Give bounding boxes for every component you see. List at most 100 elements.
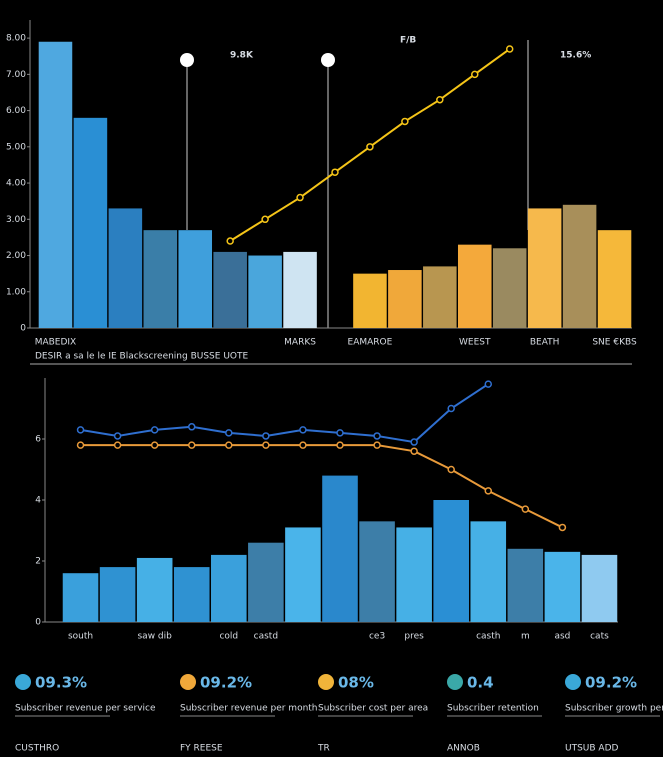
kpi-label: Subscriber revenue per service [15, 704, 156, 714]
line-marker [261, 215, 269, 224]
bar [597, 230, 632, 328]
bar [396, 527, 432, 622]
x-tick-label: MABEDIX [35, 338, 77, 348]
x-tick-label: cats [590, 632, 609, 642]
line-marker [558, 523, 567, 532]
kpi-label: Subscriber revenue per month [180, 704, 318, 714]
bar [283, 251, 317, 328]
kpi-value: 0.4 [467, 674, 494, 692]
bar [507, 548, 544, 622]
line-marker [447, 404, 455, 413]
x-tick-label: WEEST [459, 338, 491, 348]
kpi-dot [180, 674, 196, 690]
y-tick-label: 7.00 [6, 70, 26, 80]
kpi-dot [447, 674, 463, 690]
bar [492, 248, 527, 328]
kpi-sub: CUSTHRO [15, 744, 59, 754]
line [80, 444, 563, 529]
line [80, 383, 489, 444]
bar [248, 255, 282, 328]
y-tick-label: 5.00 [6, 142, 26, 152]
line-marker [113, 441, 122, 449]
x-tick-label: casth [476, 632, 500, 642]
line-marker [410, 438, 418, 446]
bar [433, 500, 469, 622]
kpi-value: 08% [338, 674, 374, 692]
line-marker [113, 432, 122, 440]
kpi-sub: ANNOB [447, 744, 480, 754]
bar [178, 230, 213, 328]
line-marker [336, 429, 344, 437]
bar [457, 244, 492, 328]
kpi-dot [318, 674, 334, 690]
y-tick-label: 4.00 [6, 179, 26, 189]
kpi-label: Subscriber retention [447, 704, 539, 714]
kpi-dot [15, 674, 31, 690]
line-marker [410, 447, 418, 455]
line-marker [401, 117, 409, 126]
y-tick-label: 2 [35, 557, 41, 567]
bar [108, 208, 143, 328]
kpi-sub: TR [317, 744, 330, 754]
line-marker [447, 465, 455, 474]
line-marker [484, 380, 493, 388]
line-marker [373, 441, 381, 449]
x-tick-label: EAMAROE [348, 338, 393, 348]
bar [136, 557, 173, 622]
line-marker [521, 505, 530, 513]
y-tick-label: 1.00 [6, 287, 26, 297]
line-marker [471, 70, 479, 79]
bar [173, 567, 210, 622]
bar [213, 251, 247, 328]
line-marker [225, 429, 233, 437]
x-tick-label: south [68, 632, 93, 642]
x-tick-label: MARKS [284, 338, 316, 348]
bar [322, 475, 358, 622]
line-marker [484, 487, 493, 495]
y-tick-label: 0 [20, 324, 26, 334]
bar [285, 527, 321, 622]
bar [359, 521, 395, 622]
bar [99, 567, 136, 622]
bar [581, 554, 618, 622]
line-marker [296, 193, 304, 202]
bar [211, 554, 247, 622]
line-marker [226, 237, 234, 245]
line-marker [150, 426, 159, 434]
bar [62, 573, 99, 622]
bar [73, 117, 108, 328]
y-tick-label: 6 [35, 435, 41, 445]
line-marker [225, 441, 233, 449]
y-tick-label: 2.00 [6, 251, 26, 261]
bar [423, 266, 457, 328]
x-tick-label: m [521, 632, 530, 642]
y-tick-label: 6.00 [6, 106, 26, 116]
y-tick-label: 0 [35, 618, 41, 628]
line-marker [436, 95, 444, 104]
line-marker [336, 441, 344, 449]
bar [388, 270, 422, 328]
callout-dot [321, 53, 335, 67]
line-marker [262, 432, 270, 440]
y-tick-label: 3.00 [6, 215, 26, 225]
kpi-dot [565, 674, 581, 690]
kpi-value: 09.2% [200, 674, 252, 692]
x-tick-label: ce3 [369, 632, 385, 642]
y-tick-label: 4 [35, 496, 41, 506]
bar [527, 208, 562, 328]
x-tick-label: SNE €KBS [592, 338, 637, 348]
x-tick-label: cold [219, 632, 238, 642]
line-marker [187, 423, 196, 431]
line-marker [299, 441, 307, 449]
x-tick-label: saw dib [137, 632, 172, 642]
bar [544, 551, 581, 622]
kpi-sub: FY REESE [180, 744, 223, 754]
x-tick-label: pres [404, 632, 424, 642]
subtitle: DESIR a sa le le IE Blackscreening BUSSE… [35, 352, 248, 362]
bar [248, 542, 284, 622]
bar [470, 521, 507, 622]
line-marker [187, 441, 196, 449]
bar [353, 273, 387, 328]
line-marker [299, 426, 307, 434]
